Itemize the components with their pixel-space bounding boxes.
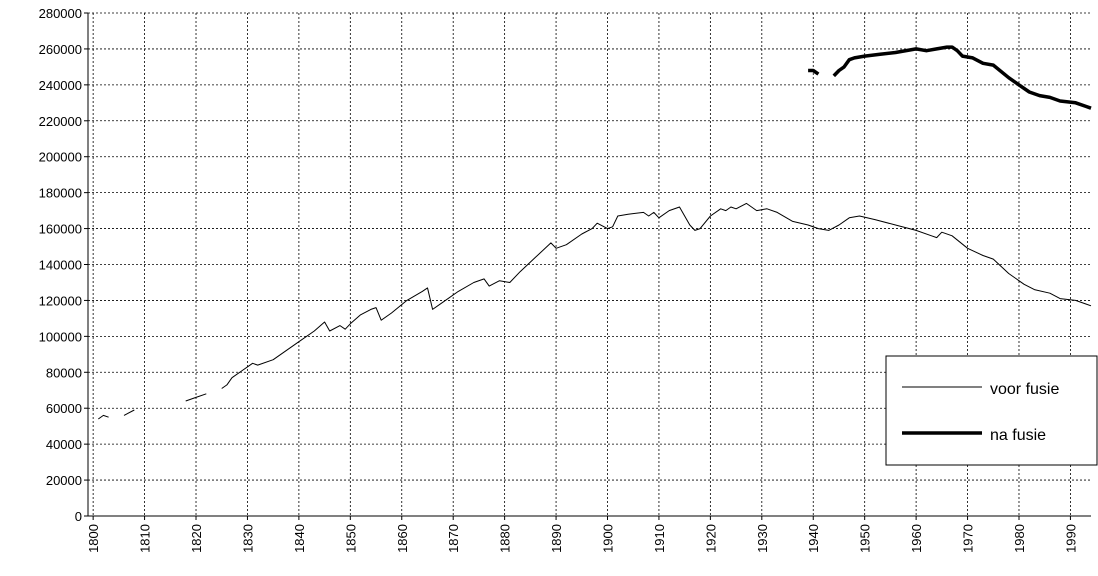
x-tick-label: 1920 <box>703 524 718 553</box>
y-tick-label: 260000 <box>39 42 82 57</box>
data-line <box>808 45 1092 110</box>
y-tick-label: 20000 <box>46 473 82 488</box>
y-tick-label: 220000 <box>39 114 82 129</box>
x-tick-label: 1930 <box>755 524 770 553</box>
x-tick-label: 1910 <box>652 524 667 553</box>
y-tick-label: 160000 <box>39 222 82 237</box>
y-tick-label: 200000 <box>39 150 82 165</box>
x-tick-label: 1860 <box>395 524 410 553</box>
y-tick-label: 0 <box>75 509 82 524</box>
legend-label: na fusie <box>990 427 1046 444</box>
x-tick-label: 1830 <box>240 524 255 553</box>
y-tick-label: 40000 <box>46 437 82 452</box>
x-tick-label: 1970 <box>961 524 976 553</box>
data-line <box>98 202 1092 420</box>
x-tick-label: 1980 <box>1012 524 1027 553</box>
y-tick-label: 120000 <box>39 293 82 308</box>
y-tick-label: 240000 <box>39 78 82 93</box>
x-tick-label: 1900 <box>601 524 616 553</box>
x-tick-label: 1940 <box>806 524 821 553</box>
y-tick-label: 180000 <box>39 186 82 201</box>
y-tick-label: 140000 <box>39 258 82 273</box>
x-tick-label: 1950 <box>858 524 873 553</box>
x-tick-label: 1850 <box>343 524 358 553</box>
y-tick-label: 100000 <box>39 329 82 344</box>
x-tick-label: 1840 <box>292 524 307 553</box>
x-tick-label: 1880 <box>498 524 513 553</box>
x-tick-label: 1820 <box>189 524 204 553</box>
legend-label: voor fusie <box>990 381 1059 398</box>
x-tick-label: 1810 <box>138 524 153 553</box>
x-tick-label: 1800 <box>86 524 101 553</box>
y-tick-label: 280000 <box>39 6 82 21</box>
x-tick-label: 1870 <box>446 524 461 553</box>
x-tick-label: 1890 <box>549 524 564 553</box>
y-tick-label: 60000 <box>46 401 82 416</box>
y-tick-label: 80000 <box>46 365 82 380</box>
legend-box <box>885 355 1098 466</box>
x-tick-label: 1990 <box>1063 524 1078 553</box>
x-tick-label: 1960 <box>909 524 924 553</box>
